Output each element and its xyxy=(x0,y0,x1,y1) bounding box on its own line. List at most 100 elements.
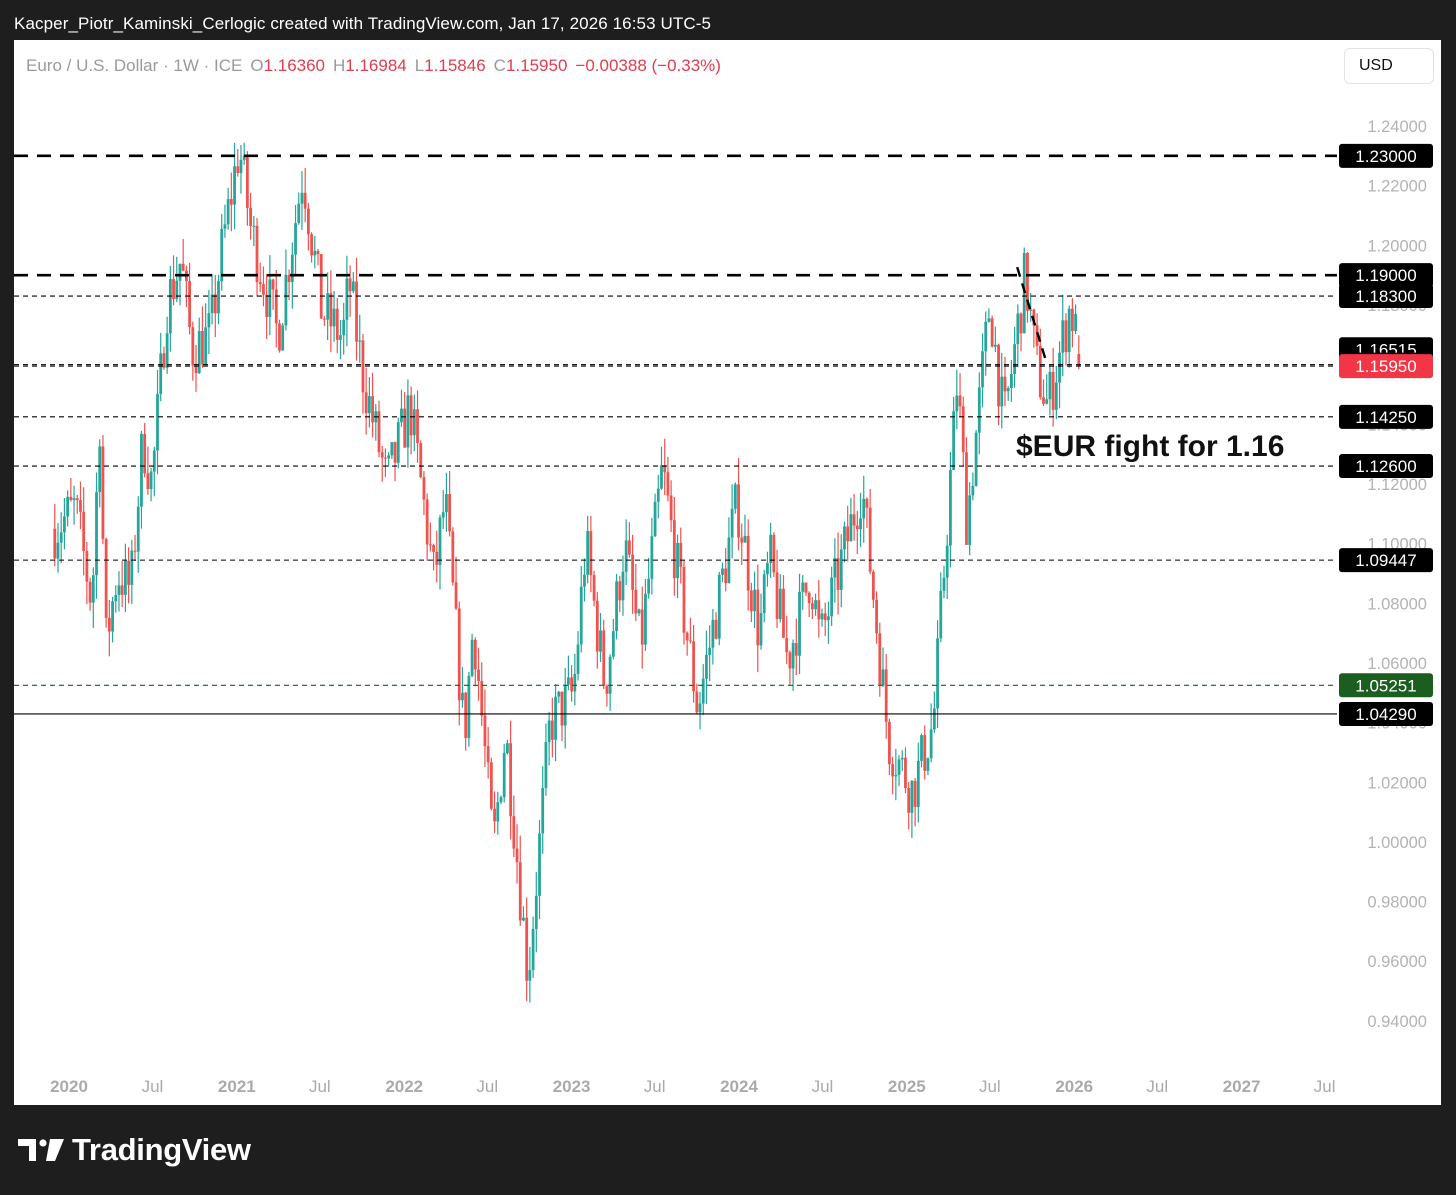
candle-body xyxy=(416,409,419,444)
candle-body xyxy=(743,535,747,543)
candle-body xyxy=(351,281,355,292)
candle-body xyxy=(769,534,773,563)
chart-panel[interactable]: 1.240001.220001.200001.180001.160001.140… xyxy=(14,40,1441,1105)
candle-body xyxy=(576,644,580,674)
candle-body xyxy=(1006,387,1010,392)
candle-body xyxy=(79,500,82,512)
candle-body xyxy=(871,571,875,600)
candle-body xyxy=(740,537,744,543)
candle-body xyxy=(1029,309,1033,311)
candle-body xyxy=(971,485,975,496)
candle-body xyxy=(358,340,362,342)
price-level-tag-label: 1.09447 xyxy=(1355,551,1416,570)
candle-body xyxy=(316,250,320,255)
candle-body xyxy=(339,335,342,340)
candle-body xyxy=(849,514,853,542)
candle-body xyxy=(53,528,57,559)
candle-body xyxy=(406,395,410,448)
candle-body xyxy=(403,408,407,448)
candle-body xyxy=(326,293,330,320)
price-level-tag-label: 1.19000 xyxy=(1355,266,1416,285)
candle-body xyxy=(1070,308,1074,332)
candle-body xyxy=(865,498,869,508)
candle-body xyxy=(233,166,236,205)
candle-body xyxy=(881,669,885,686)
candle-body xyxy=(656,488,660,502)
candle-body xyxy=(162,353,166,368)
candle-body xyxy=(949,470,952,546)
candle-body xyxy=(467,675,471,739)
candle-body xyxy=(749,590,753,612)
candle-body xyxy=(242,155,246,160)
candle-body xyxy=(229,199,233,205)
price-level-tag xyxy=(1339,548,1433,573)
candle-body xyxy=(345,278,349,320)
candle-body xyxy=(85,550,89,582)
candle-body xyxy=(172,279,175,299)
candle-body xyxy=(191,327,195,366)
y-axis-tick-label: 1.00000 xyxy=(1367,834,1427,852)
candle-body xyxy=(650,536,654,579)
candle-body xyxy=(679,542,683,567)
x-axis-tick-label: Jul xyxy=(476,1077,498,1096)
candle-body xyxy=(721,568,724,575)
candle-body xyxy=(804,582,808,593)
candle-body xyxy=(766,562,769,575)
candle-body xyxy=(567,677,570,685)
candle-body xyxy=(1010,374,1013,388)
candle-body xyxy=(958,395,962,407)
candle-body xyxy=(387,455,391,459)
candle-body xyxy=(470,639,474,676)
change-value: −0.00388 (−0.33%) xyxy=(575,56,721,75)
candle-body xyxy=(586,531,590,575)
candle-body xyxy=(570,677,574,692)
candle-body xyxy=(165,333,169,368)
candle-body xyxy=(563,684,567,726)
close-label: C xyxy=(493,56,506,75)
candlestick-chart[interactable]: 1.240001.220001.200001.180001.160001.140… xyxy=(14,40,1441,1105)
candle-body xyxy=(608,656,612,694)
candle-body xyxy=(448,494,452,532)
candle-body xyxy=(284,274,288,326)
candle-body xyxy=(419,443,423,478)
candle-body xyxy=(178,263,182,281)
candle-body xyxy=(653,501,657,537)
candle-body xyxy=(310,234,313,256)
candle-body xyxy=(698,703,702,713)
candle-body xyxy=(733,484,737,509)
candle-body xyxy=(640,609,644,645)
y-axis-tick-label: 0.96000 xyxy=(1367,953,1427,971)
candle-body xyxy=(602,630,606,686)
candle-body xyxy=(159,353,163,394)
candle-body xyxy=(59,532,63,543)
candle-body xyxy=(140,433,143,507)
candle-body xyxy=(846,526,850,542)
candle-body xyxy=(91,575,95,603)
candle-body xyxy=(483,715,487,747)
candle-body xyxy=(945,545,949,578)
candle-body xyxy=(72,498,76,501)
candle-body xyxy=(509,743,513,817)
candle-body xyxy=(916,760,920,807)
candle-body xyxy=(480,681,484,716)
candle-body xyxy=(714,619,718,639)
y-axis-tick-label: 1.24000 xyxy=(1367,118,1427,136)
candle-body xyxy=(130,550,134,585)
candle-body xyxy=(531,928,535,970)
candle-body xyxy=(868,507,872,572)
candle-body xyxy=(830,577,834,617)
currency-button[interactable]: USD xyxy=(1344,48,1434,84)
candle-body xyxy=(454,582,458,609)
candle-body xyxy=(390,442,394,456)
candle-body xyxy=(682,566,686,633)
candle-body xyxy=(367,396,371,414)
candle-body xyxy=(538,833,541,896)
candle-body xyxy=(278,323,281,351)
candle-body xyxy=(522,917,525,921)
candle-body xyxy=(226,199,230,225)
price-level-tag-label: 1.04290 xyxy=(1355,705,1416,724)
candle-body xyxy=(297,203,301,224)
candle-body xyxy=(66,496,70,517)
candle-body xyxy=(342,319,346,336)
candle-body xyxy=(438,517,442,565)
